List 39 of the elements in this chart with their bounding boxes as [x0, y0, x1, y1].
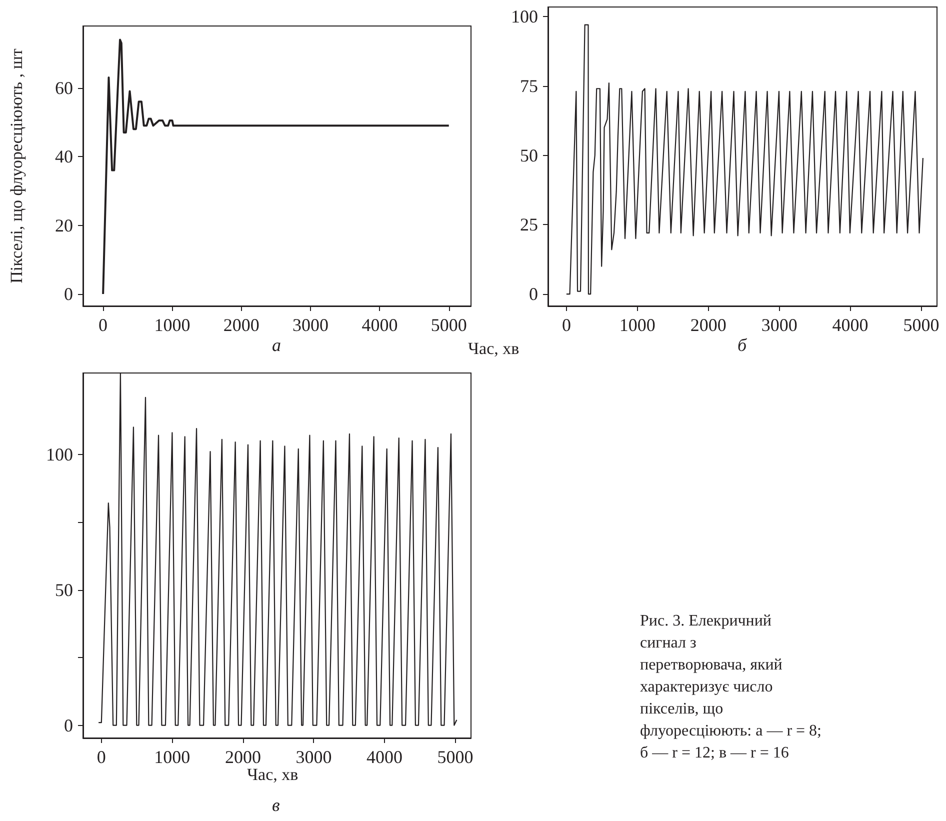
x-tick-label: 4000	[832, 315, 868, 335]
y-tick-label: 40	[55, 146, 73, 167]
y-axis-title: Пікселі, що флуоресціюють , шт	[7, 48, 26, 284]
x-tick-label: 0	[96, 747, 106, 767]
x-tick-label: 3000	[296, 747, 332, 767]
x-tick-label: 3000	[761, 315, 798, 335]
y-tick-label: 100	[46, 444, 73, 464]
y-tick-label: 0	[529, 284, 538, 304]
x-tick-label: 5000	[430, 315, 467, 335]
y-tick-label: 60	[55, 78, 73, 98]
y-tick-label: 75	[520, 76, 538, 96]
x-tick-label: 1000	[154, 315, 190, 335]
x-tick-label: 4000	[362, 315, 398, 335]
text: б	[738, 335, 748, 355]
y-tick-label: 0	[64, 715, 73, 736]
x-tick-label: 3000	[292, 315, 329, 335]
x-tick-label: 1000	[154, 747, 190, 767]
x-tick-label: 4000	[366, 747, 403, 767]
x-tick-label: 5000	[437, 747, 474, 767]
x-tick-label: 2000	[690, 315, 726, 335]
y-tick-label: 50	[520, 145, 538, 166]
x-tick-label: 0	[98, 315, 108, 335]
y-tick-label: 0	[64, 284, 73, 304]
y-tick-label: 25	[520, 214, 538, 235]
x-tick-label: 1000	[619, 315, 656, 335]
text: в	[272, 795, 280, 815]
line-series	[102, 38, 450, 295]
x-tick-label: 2000	[224, 747, 261, 767]
text: Рис. 3. Елекричний сигнал з перетворювача, який характеризує число пікселів, що флуоресціюють: а — r = 8; б — r = 12; в — r = 16	[640, 612, 826, 762]
x-tick-label: 5000	[903, 315, 940, 335]
line-series	[566, 24, 924, 295]
x-axis-title: Час, хв	[247, 765, 298, 784]
y-tick-label: 100	[511, 6, 538, 26]
y-tick-label: 50	[55, 580, 73, 600]
y-tick-label: 20	[55, 215, 73, 236]
x-axis-title: Час, хв	[468, 339, 520, 358]
x-tick-label: 2000	[223, 315, 260, 335]
text: а	[272, 335, 281, 355]
x-tick-label: 0	[562, 315, 571, 335]
